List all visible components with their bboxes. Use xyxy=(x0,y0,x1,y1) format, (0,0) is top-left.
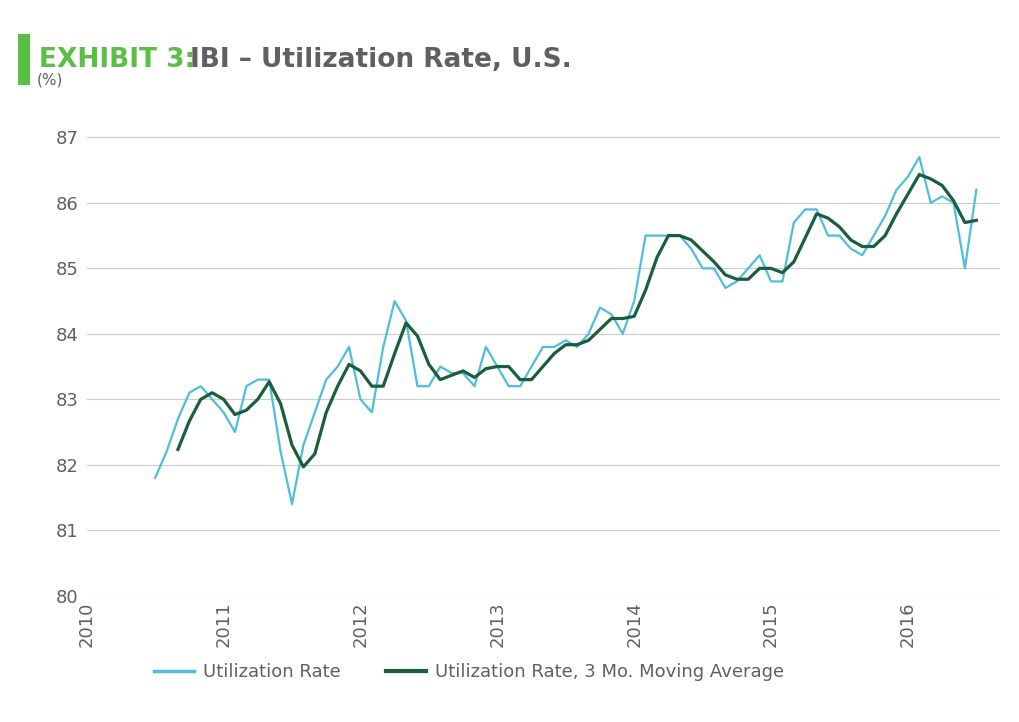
Legend: Utilization Rate, Utilization Rate, 3 Mo. Moving Average: Utilization Rate, Utilization Rate, 3 Mo… xyxy=(147,656,791,688)
Bar xyxy=(18,34,30,85)
Text: EXHIBIT 3:: EXHIBIT 3: xyxy=(39,46,204,73)
Text: (%): (%) xyxy=(37,72,63,87)
Text: IBI – Utilization Rate, U.S.: IBI – Utilization Rate, U.S. xyxy=(190,46,571,73)
